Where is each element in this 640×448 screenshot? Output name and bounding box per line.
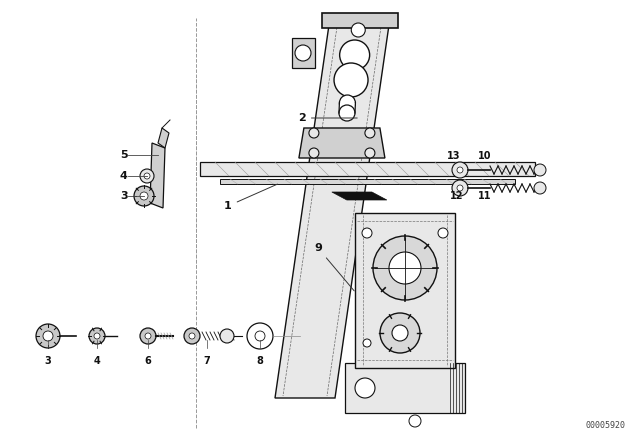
- Circle shape: [534, 164, 546, 176]
- Circle shape: [355, 378, 375, 398]
- Circle shape: [365, 148, 375, 158]
- Circle shape: [380, 313, 420, 353]
- Circle shape: [140, 192, 148, 200]
- Circle shape: [309, 128, 319, 138]
- Circle shape: [457, 167, 463, 173]
- Text: 8: 8: [257, 356, 264, 366]
- Polygon shape: [200, 162, 535, 176]
- Polygon shape: [355, 213, 455, 368]
- Polygon shape: [322, 13, 398, 28]
- Circle shape: [351, 23, 365, 37]
- Circle shape: [365, 128, 375, 138]
- Circle shape: [36, 324, 60, 348]
- Circle shape: [189, 333, 195, 339]
- Text: 5: 5: [120, 150, 127, 160]
- Circle shape: [409, 415, 421, 427]
- Text: 6: 6: [145, 356, 152, 366]
- Text: 4: 4: [93, 356, 100, 366]
- Polygon shape: [299, 128, 385, 158]
- Circle shape: [134, 186, 154, 206]
- Polygon shape: [220, 179, 515, 184]
- Text: 11: 11: [478, 191, 492, 201]
- Circle shape: [534, 182, 546, 194]
- Circle shape: [220, 329, 234, 343]
- Text: 13: 13: [447, 151, 461, 161]
- Circle shape: [373, 236, 437, 300]
- Text: 7: 7: [204, 356, 211, 366]
- Polygon shape: [339, 103, 355, 113]
- Text: 2: 2: [298, 113, 357, 123]
- Circle shape: [295, 45, 311, 61]
- Text: 3: 3: [45, 356, 51, 366]
- Circle shape: [339, 95, 355, 111]
- Circle shape: [363, 339, 371, 347]
- Text: 00005920: 00005920: [585, 421, 625, 430]
- Circle shape: [457, 185, 463, 191]
- Text: 3: 3: [120, 191, 127, 201]
- Polygon shape: [275, 18, 390, 398]
- Text: 1: 1: [224, 184, 278, 211]
- Circle shape: [144, 173, 150, 179]
- Polygon shape: [332, 192, 387, 200]
- Text: 9: 9: [314, 243, 354, 291]
- Circle shape: [334, 63, 368, 97]
- Polygon shape: [345, 363, 465, 413]
- Circle shape: [452, 162, 468, 178]
- Circle shape: [389, 252, 421, 284]
- Polygon shape: [150, 143, 165, 208]
- Circle shape: [247, 323, 273, 349]
- Circle shape: [339, 105, 355, 121]
- Text: 12: 12: [450, 191, 463, 201]
- Circle shape: [438, 228, 448, 238]
- Polygon shape: [292, 38, 315, 68]
- Text: 10: 10: [478, 151, 492, 161]
- Circle shape: [362, 228, 372, 238]
- Circle shape: [452, 180, 468, 196]
- Circle shape: [340, 40, 370, 70]
- Circle shape: [255, 331, 265, 341]
- Circle shape: [140, 169, 154, 183]
- Polygon shape: [325, 18, 395, 23]
- Text: 4: 4: [120, 171, 128, 181]
- Circle shape: [89, 328, 105, 344]
- Circle shape: [145, 333, 151, 339]
- Circle shape: [184, 328, 200, 344]
- Circle shape: [43, 331, 53, 341]
- Circle shape: [94, 333, 100, 339]
- Circle shape: [140, 328, 156, 344]
- Polygon shape: [158, 128, 169, 148]
- Circle shape: [392, 325, 408, 341]
- Circle shape: [309, 148, 319, 158]
